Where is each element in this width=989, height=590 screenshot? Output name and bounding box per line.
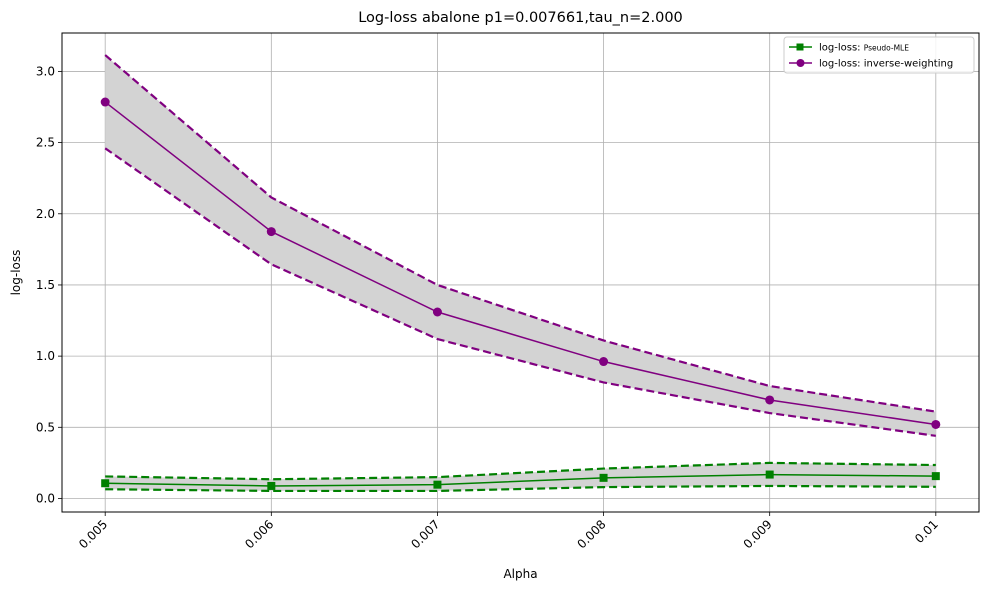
band-series-1 <box>105 462 936 491</box>
point-series-2 <box>599 357 609 367</box>
y-tick-label: 0.5 <box>36 420 55 434</box>
y-tick-label: 1.5 <box>36 278 55 292</box>
line-series-2 <box>104 101 936 426</box>
point-series-1 <box>101 479 110 488</box>
point-series-1 <box>599 473 608 482</box>
y-tick-label: 2.5 <box>36 136 55 150</box>
point-series-1 <box>931 472 940 481</box>
x-axis-label: Alpha <box>503 567 537 581</box>
legend-box <box>783 36 975 74</box>
point-series-2 <box>100 97 110 107</box>
point-series-1 <box>433 480 442 489</box>
point-series-1 <box>267 481 276 490</box>
point-series-1 <box>765 470 774 479</box>
point-series-2 <box>432 307 442 317</box>
chart-title: Log-loss abalone p1=0.007661,tau_n=2.000 <box>358 10 683 26</box>
point-series-2 <box>765 395 775 405</box>
legend-entry: log-loss: Pseudo-MLE <box>819 43 909 54</box>
upper-bound-series-2 <box>104 54 936 413</box>
point-series-2 <box>266 227 276 237</box>
legend: log-loss: Pseudo-MLE log-loss: inverse-we… <box>783 36 975 74</box>
y-axis: 0.0 0.5 1.0 1.5 2.0 2.5 3.0 <box>36 64 62 505</box>
line-series-1 <box>105 473 936 487</box>
legend-marker <box>796 59 805 67</box>
y-tick-label: 1.0 <box>36 349 55 363</box>
lower-bound-series-2 <box>104 147 936 437</box>
y-tick-label: 0.0 <box>36 491 55 505</box>
point-series-2 <box>931 419 941 429</box>
legend-entry: log-loss: inverse-weighting <box>819 59 953 70</box>
plot-frame <box>61 32 980 513</box>
y-axis-label: log-loss <box>9 250 23 296</box>
y-tick-label: 2.0 <box>36 207 55 221</box>
series-lines <box>100 54 941 493</box>
lower-bound-series-1 <box>105 484 936 493</box>
legend-marker <box>796 43 804 51</box>
upper-bound-series-1 <box>105 461 936 481</box>
y-tick-label: 3.0 <box>36 64 55 78</box>
